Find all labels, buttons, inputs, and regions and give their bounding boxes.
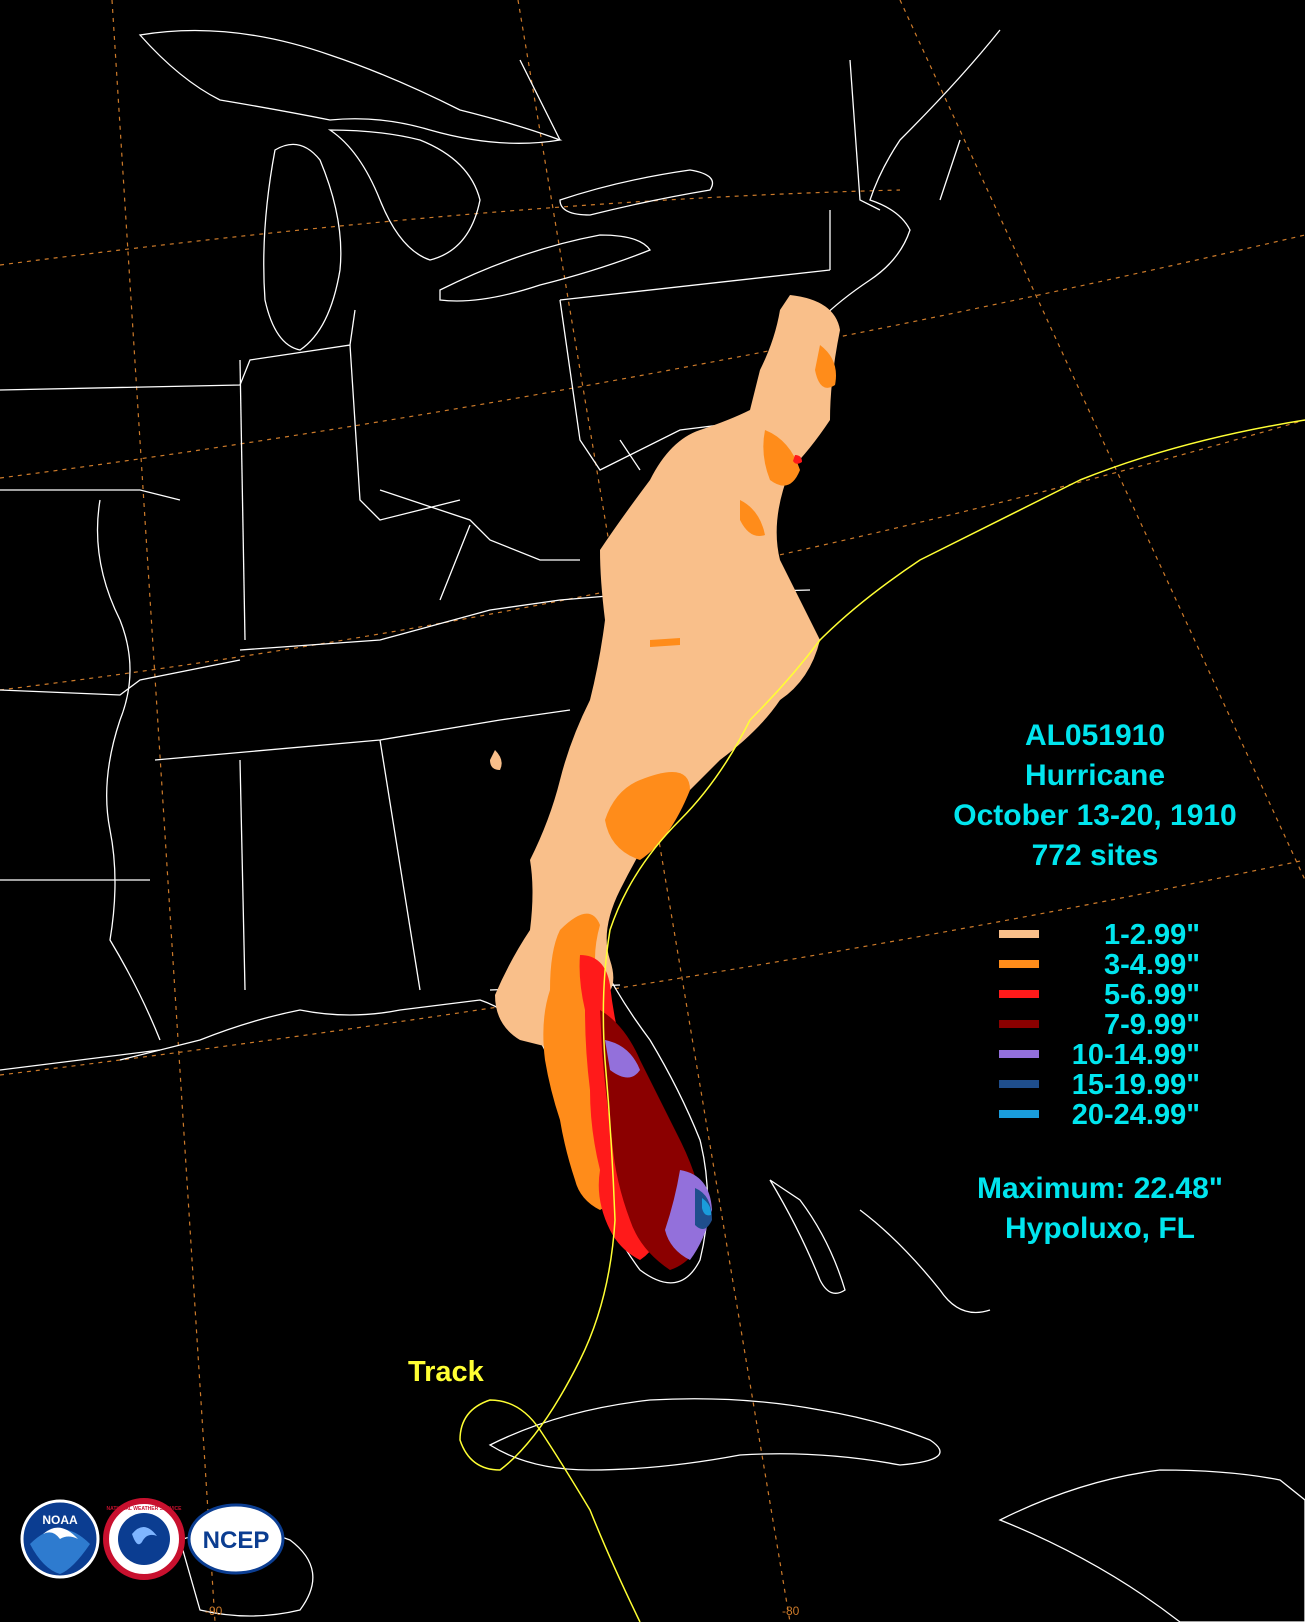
rain-3-4.99 xyxy=(605,772,690,860)
storm-title-block: AL051910 Hurricane October 13-20, 1910 7… xyxy=(910,716,1280,876)
rain-1-2.99 xyxy=(495,295,840,1050)
legend-swatch xyxy=(999,1080,1039,1088)
legend-label: 5-6.99" xyxy=(1104,979,1200,1011)
noaa-logo-text: NOAA xyxy=(42,1513,78,1527)
legend-swatch xyxy=(999,960,1039,968)
longitude-label: -80 xyxy=(782,1604,800,1618)
legend-row: 15-19.99" xyxy=(990,1070,1210,1100)
noaa-logo-icon: NOAA xyxy=(20,1499,100,1579)
rain-5-6.99-dot xyxy=(793,455,802,464)
legend-label: 1-2.99" xyxy=(1104,919,1200,951)
rain-3-4.99 xyxy=(763,430,800,486)
legend-swatch xyxy=(999,1110,1039,1118)
maximum-location: Hypoluxo, FL xyxy=(1005,1212,1195,1245)
state-boundaries xyxy=(0,29,1001,1284)
nws-logo-text: NATIONAL WEATHER SERVICE xyxy=(107,1506,183,1512)
legend-swatch xyxy=(999,990,1039,998)
legend-row: 20-24.99" xyxy=(990,1100,1210,1130)
legend-swatch xyxy=(999,930,1039,938)
storm-type: Hurricane xyxy=(1024,759,1166,792)
legend-label: 20-24.99" xyxy=(1071,1099,1200,1131)
agency-logos: NOAA NATIONAL WEATHER SERVICE NCEP xyxy=(18,1494,286,1588)
legend-label: 3-4.99" xyxy=(1104,949,1200,981)
ncep-logo-text: NCEP xyxy=(203,1527,270,1554)
track-label: Track xyxy=(408,1356,484,1388)
storm-id: AL051910 xyxy=(1024,719,1166,752)
longitude-label: -90 xyxy=(205,1604,223,1618)
legend-row: 1-2.99" xyxy=(990,920,1210,950)
maximum-label: Maximum: 22.48" xyxy=(977,1172,1223,1205)
legend-label: 7-9.99" xyxy=(1104,1009,1200,1041)
storm-dates: October 13-20, 1910 xyxy=(953,799,1237,832)
ncep-logo-icon: NCEP xyxy=(187,1503,285,1575)
legend-row: 5-6.99" xyxy=(990,980,1210,1010)
legend-row: 3-4.99" xyxy=(990,950,1210,980)
legend-row: 7-9.99" xyxy=(990,1010,1210,1040)
rain-3-4.99 xyxy=(650,638,680,647)
legend-swatch xyxy=(999,1050,1039,1058)
legend-swatch xyxy=(999,1020,1039,1028)
legend-label: 15-19.99" xyxy=(1071,1069,1200,1101)
rainfall-legend: 1-2.99" 3-4.99" 5-6.99" 7-9.99" 10-14.99" 15-… xyxy=(990,920,1210,1130)
hurricane-track xyxy=(459,419,1305,1622)
rain-3-4.99 xyxy=(815,345,836,388)
rainfall-contours xyxy=(490,295,840,1270)
rain-1-2.99-patch xyxy=(490,750,502,770)
legend-label: 10-14.99" xyxy=(1071,1039,1200,1071)
rain-3-4.99 xyxy=(740,500,765,536)
legend-row: 10-14.99" xyxy=(990,1040,1210,1070)
storm-sites: 772 sites xyxy=(1031,839,1159,872)
rain-20-24.99 xyxy=(702,1198,712,1216)
nws-logo-icon: NATIONAL WEATHER SERVICE xyxy=(103,1498,185,1580)
rain-10-14.99 xyxy=(605,1040,640,1078)
maximum-block: Maximum: 22.48" Hypoluxo, FL xyxy=(950,1169,1250,1249)
